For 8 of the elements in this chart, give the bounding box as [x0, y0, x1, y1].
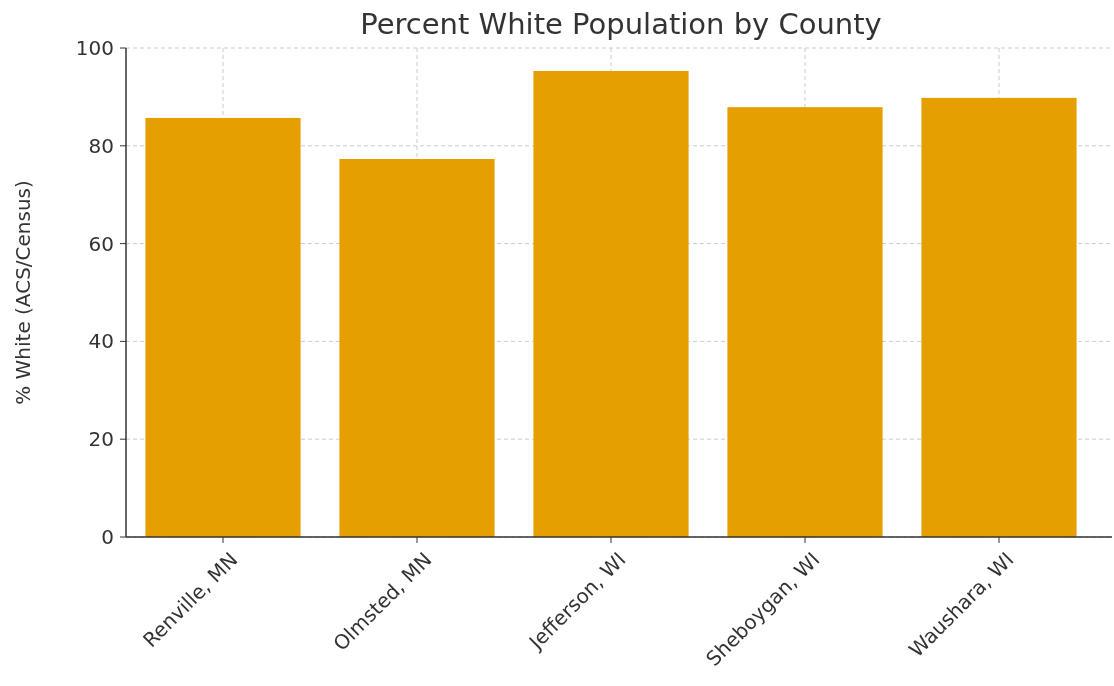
- y-tick-label: 100: [75, 36, 114, 60]
- y-tick-label: 40: [88, 329, 114, 354]
- y-tick-label: 20: [88, 427, 114, 452]
- y-axis-title: % White (ACS/Census): [11, 180, 35, 405]
- y-tick-label: 80: [88, 133, 114, 158]
- y-tick-label: 60: [88, 231, 114, 256]
- chart-title: Percent White Population by County: [360, 7, 882, 41]
- y-tick-label: 0: [101, 525, 114, 549]
